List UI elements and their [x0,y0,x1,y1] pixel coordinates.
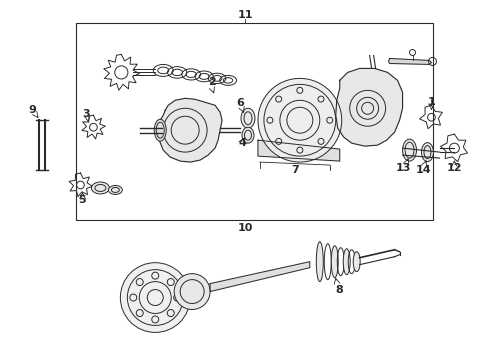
Circle shape [167,310,174,316]
Circle shape [136,279,143,285]
Text: 8: 8 [336,284,343,294]
Polygon shape [210,262,310,292]
Text: 7: 7 [291,165,299,175]
Text: 10: 10 [237,223,253,233]
Ellipse shape [331,246,338,278]
Polygon shape [158,98,222,162]
Ellipse shape [343,249,350,275]
Text: 9: 9 [29,105,37,115]
Ellipse shape [353,252,360,272]
Text: 14: 14 [416,165,431,175]
Ellipse shape [403,139,416,161]
Ellipse shape [421,143,434,162]
Circle shape [136,310,143,316]
Ellipse shape [317,242,323,282]
Ellipse shape [154,119,166,141]
Circle shape [121,263,190,332]
Text: 2: 2 [208,77,216,87]
Text: 4: 4 [238,138,246,148]
Text: 13: 13 [396,163,411,173]
Text: 5: 5 [79,195,86,205]
Polygon shape [336,68,403,146]
Text: 11: 11 [237,10,253,20]
Circle shape [174,274,210,310]
Circle shape [152,316,159,323]
Text: 12: 12 [447,163,462,173]
Circle shape [258,78,342,162]
Bar [76,23,434,220]
Circle shape [173,294,181,301]
Circle shape [167,279,174,285]
Polygon shape [258,140,340,161]
Text: 6: 6 [236,98,244,108]
Ellipse shape [92,182,109,194]
Polygon shape [389,58,432,64]
Ellipse shape [241,108,255,128]
Ellipse shape [108,185,122,194]
Ellipse shape [242,127,254,143]
Text: 3: 3 [83,109,90,119]
Circle shape [152,272,159,279]
Circle shape [130,294,137,301]
Text: 1: 1 [428,97,435,107]
